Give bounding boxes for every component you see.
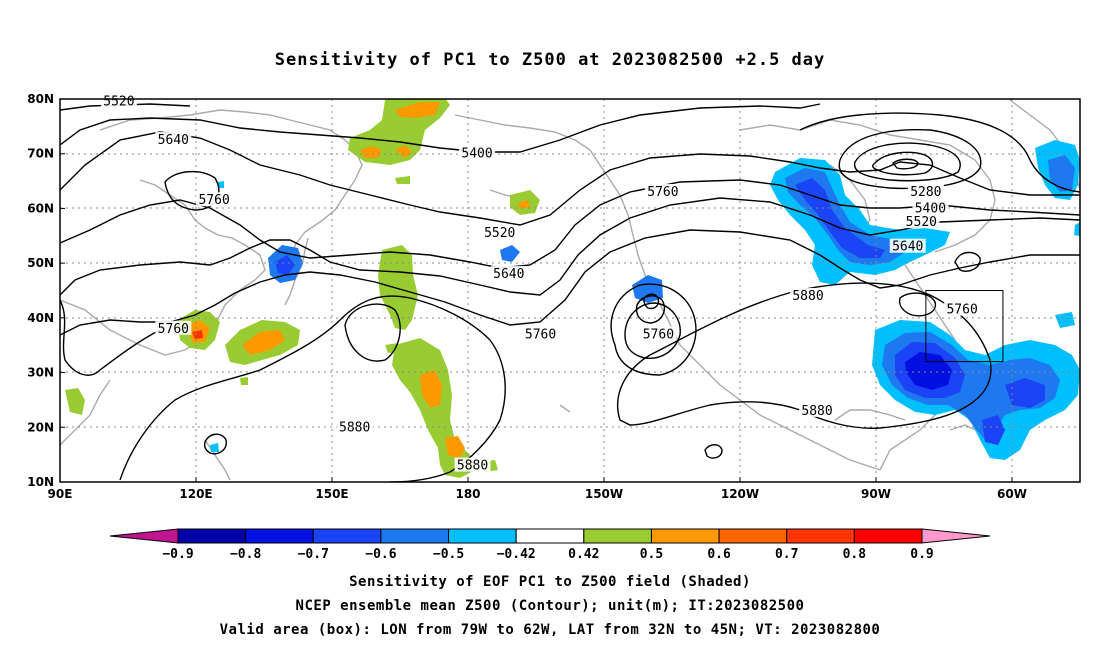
contour-label-bg bbox=[912, 200, 949, 215]
lat-tick-label: 40N bbox=[27, 311, 54, 325]
colorbar-swatch bbox=[583, 528, 652, 544]
colorbar-swatch bbox=[718, 528, 788, 544]
colorbar-level-label: −0.42 bbox=[497, 547, 536, 562]
contour-label: 5400 bbox=[915, 201, 946, 216]
contour-label: 5400 bbox=[461, 147, 492, 162]
lat-tick-label: 60N bbox=[27, 201, 54, 215]
plot-frame bbox=[59, 98, 1081, 483]
colorbar-swatch bbox=[515, 528, 585, 544]
colorbar-level-label: 0.8 bbox=[843, 547, 867, 562]
contour-label-bg bbox=[522, 326, 559, 341]
colorbar-level-label: −0.9 bbox=[162, 547, 193, 562]
contour-label: 5880 bbox=[792, 289, 823, 304]
contour-label-bg bbox=[336, 419, 373, 434]
contour-label: 5760 bbox=[198, 193, 229, 208]
contour-label-bg bbox=[644, 184, 681, 199]
colorbar-level-label: −0.8 bbox=[230, 547, 261, 562]
lat-tick-label: 10N bbox=[27, 475, 54, 489]
lat-tick-label: 70N bbox=[27, 147, 54, 161]
gridlines bbox=[60, 99, 1080, 482]
contour-label-bg bbox=[889, 238, 926, 253]
contour-label: 5760 bbox=[158, 322, 189, 337]
contour-label: 5760 bbox=[946, 303, 977, 318]
lon-tick-label: 90W bbox=[861, 487, 891, 501]
caption-line-2: NCEP ensemble mean Z500 (Contour); unit(… bbox=[295, 598, 805, 614]
contour-label-bg bbox=[100, 93, 137, 108]
lon-tick-label: 90E bbox=[48, 487, 73, 501]
contour-label-bg bbox=[799, 402, 836, 417]
colorbar-level-label: 0.42 bbox=[568, 547, 599, 562]
contour-label: 5520 bbox=[103, 95, 134, 110]
contour-label-bg bbox=[790, 287, 826, 302]
contour-labels: 5520564057605400552056405760576057605880… bbox=[100, 93, 981, 474]
positive-sensitivity-shading bbox=[65, 99, 540, 478]
latitude-axis: 80N 70N 60N 50N 40N 30N 20N 10N bbox=[27, 92, 65, 489]
contour-label-bg bbox=[903, 214, 940, 229]
caption-line-3: Valid area (box): LON from 79W to 62W, L… bbox=[219, 622, 881, 638]
contour-label: 5280 bbox=[910, 185, 941, 200]
contour-label-bg bbox=[459, 145, 496, 160]
contour-label-bg bbox=[481, 225, 518, 240]
contour-label-bg bbox=[640, 326, 677, 341]
colorbar-max-triangle bbox=[921, 528, 991, 544]
lon-tick-label: 180 bbox=[455, 487, 480, 501]
colorbar-level-label: 0.5 bbox=[640, 547, 663, 562]
contour-label: 5880 bbox=[457, 459, 488, 474]
colorbar-level-label: −0.6 bbox=[365, 547, 396, 562]
contour-label: 5760 bbox=[525, 327, 556, 342]
colorbar-swatch bbox=[312, 528, 382, 544]
lat-tick-label: 50N bbox=[27, 256, 54, 270]
contour-label: 5640 bbox=[892, 240, 923, 255]
lon-tick-label: 150E bbox=[315, 487, 348, 501]
contour-label: 5880 bbox=[339, 420, 370, 435]
colorbar-level-label: 0.6 bbox=[707, 547, 731, 562]
contour-label-bg bbox=[196, 192, 233, 207]
caption-line-1: Sensitivity of EOF PC1 to Z500 field (Sh… bbox=[349, 574, 751, 590]
contour-label: 5520 bbox=[906, 215, 937, 230]
colorbar-swatch bbox=[650, 528, 720, 544]
colorbar: −0.9 −0.8 −0.7 −0.6 −0.5 −0.42 0.42 0.5 0.6 0.7 0.… bbox=[109, 528, 991, 562]
colorbar-min-triangle bbox=[109, 528, 179, 544]
contour-label: 5640 bbox=[158, 133, 189, 148]
colorbar-level-label: 0.7 bbox=[775, 547, 798, 562]
lon-tick-label: 60W bbox=[997, 487, 1027, 501]
colorbar-swatch bbox=[245, 528, 314, 544]
contour-label-bg bbox=[907, 184, 944, 199]
contour-label: 5640 bbox=[493, 267, 524, 282]
contour-label: 5760 bbox=[647, 185, 678, 200]
colorbar-swatch bbox=[786, 528, 855, 544]
colorbar-level-label: 0.9 bbox=[910, 547, 933, 562]
contour-label: 5760 bbox=[643, 327, 674, 342]
chart-title: Sensitivity of PC1 to Z500 at 2023082500… bbox=[274, 50, 826, 70]
lon-tick-label: 120W bbox=[721, 487, 759, 501]
z500-contours bbox=[60, 103, 1080, 482]
contour-label-bg bbox=[454, 457, 491, 472]
colorbar-swatch bbox=[853, 528, 923, 544]
contour-label-bg bbox=[155, 320, 192, 335]
lat-tick-label: 30N bbox=[27, 366, 54, 380]
contour-label: 5520 bbox=[484, 226, 515, 241]
colorbar-swatch bbox=[448, 528, 517, 544]
lat-tick-label: 80N bbox=[27, 92, 54, 106]
colorbar-swatch bbox=[177, 528, 247, 544]
colorbar-level-label: −0.5 bbox=[433, 547, 464, 562]
contour-label: 5880 bbox=[801, 404, 832, 419]
lat-tick-label: 20N bbox=[27, 420, 54, 434]
colorbar-swatch bbox=[380, 528, 450, 544]
colorbar-level-label: −0.7 bbox=[298, 547, 329, 562]
lon-tick-label: 150W bbox=[585, 487, 623, 501]
lon-tick-label: 120E bbox=[179, 487, 212, 501]
valid-area-box bbox=[925, 290, 1004, 363]
contour-label-bg bbox=[490, 266, 527, 281]
contour-label-bg bbox=[944, 301, 981, 316]
contour-label-bg bbox=[155, 132, 192, 147]
longitude-axis: 90E 120E 150E 180 150W 120W 90W 60W bbox=[48, 477, 1027, 501]
